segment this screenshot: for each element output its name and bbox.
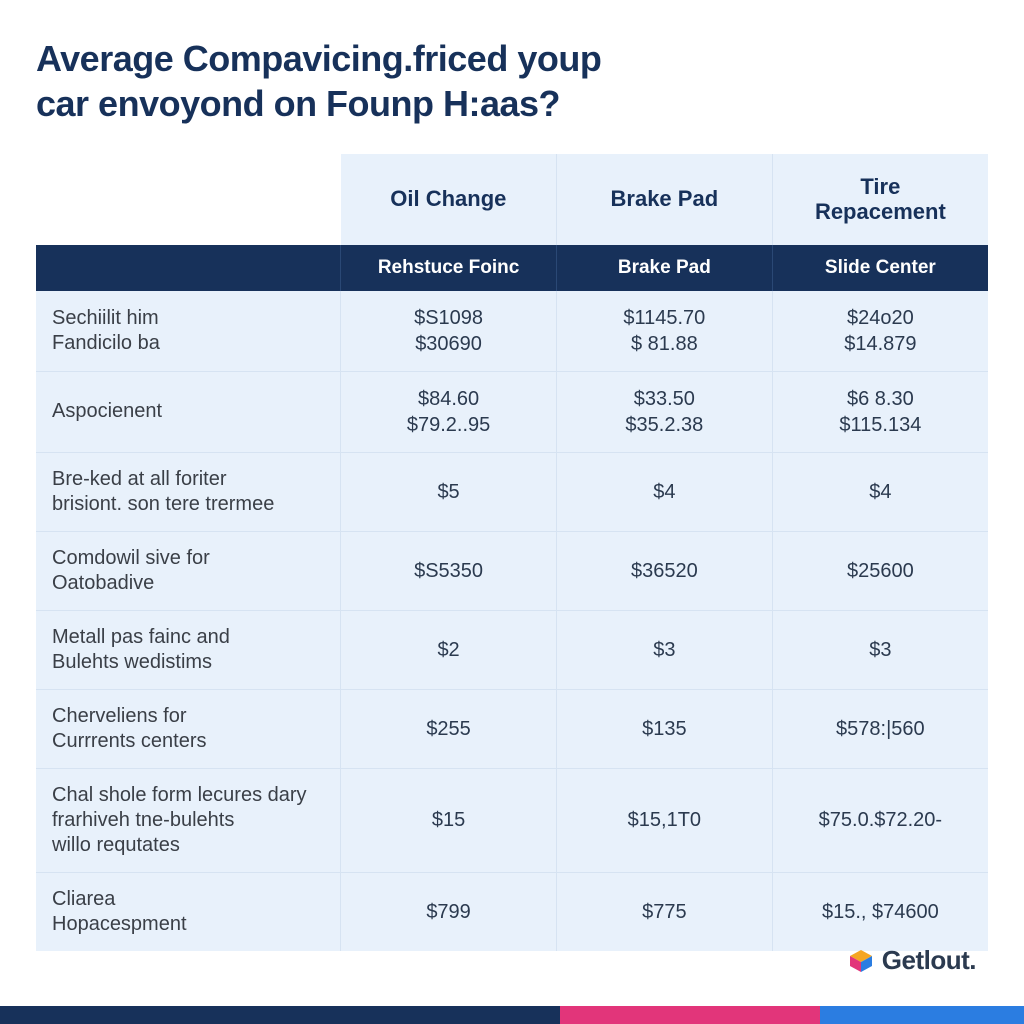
row-value: $2	[341, 610, 557, 689]
row-value: $84.60 $79.2..95	[341, 371, 557, 452]
brand-logo: Getlout.	[848, 945, 976, 976]
row-value: $25600	[772, 531, 988, 610]
logo-cube-icon	[848, 948, 874, 974]
sub-header-row: Rehstuce Foinc Brake Pad Slide Center	[36, 245, 988, 291]
row-value: $1145.70 $ 81.88	[556, 291, 772, 372]
page-title: Average Compavicing.friced youpcar envoy…	[36, 36, 988, 126]
row-value: $799	[341, 872, 557, 951]
row-value: $5	[341, 452, 557, 531]
row-value: $255	[341, 689, 557, 768]
row-label: Cliarea Hopacespment	[36, 872, 341, 951]
row-label: Cherveliens for Currrents centers	[36, 689, 341, 768]
table-row: Aspocienent$84.60 $79.2..95$33.50 $35.2.…	[36, 371, 988, 452]
header-blank	[36, 154, 341, 245]
footer-bar-segment	[820, 1006, 1024, 1024]
row-label: Aspocienent	[36, 371, 341, 452]
table-row: Metall pas fainc and Bulehts wedistims$2…	[36, 610, 988, 689]
footer-bar-segment	[0, 1006, 560, 1024]
row-value: $4	[556, 452, 772, 531]
row-value: $36520	[556, 531, 772, 610]
row-value: $6 8.30 $115.134	[772, 371, 988, 452]
sub-header: Rehstuce Foinc	[341, 245, 557, 291]
row-value: $15	[341, 768, 557, 872]
table-row: Chal shole form lecures dary frarhiveh t…	[36, 768, 988, 872]
footer-color-bar	[0, 1006, 1024, 1024]
row-value: $S1098 $30690	[341, 291, 557, 372]
row-value: $33.50 $35.2.38	[556, 371, 772, 452]
sub-header: Slide Center	[772, 245, 988, 291]
row-label: Sechiilit him Fandicilo ba	[36, 291, 341, 372]
cat-header: Tire Repacement	[772, 154, 988, 245]
table-row: Bre-ked at all foriter brisiont. son ter…	[36, 452, 988, 531]
row-value: $3	[556, 610, 772, 689]
row-value: $15., $74600	[772, 872, 988, 951]
logo-text: Getlout.	[882, 945, 976, 976]
pricing-table: Oil Change Brake Pad Tire Repacement Reh…	[36, 154, 988, 951]
table-row: Cherveliens for Currrents centers$255$13…	[36, 689, 988, 768]
row-label: Chal shole form lecures dary frarhiveh t…	[36, 768, 341, 872]
table-row: Sechiilit him Fandicilo ba$S1098 $30690$…	[36, 291, 988, 372]
row-value: $4	[772, 452, 988, 531]
row-value: $135	[556, 689, 772, 768]
sub-header-blank	[36, 245, 341, 291]
sub-header: Brake Pad	[556, 245, 772, 291]
table-row: Comdowil sive for Oatobadive$S5350$36520…	[36, 531, 988, 610]
table-row: Cliarea Hopacespment$799$775$15., $74600	[36, 872, 988, 951]
row-value: $75.0.$72.20-	[772, 768, 988, 872]
row-label: Comdowil sive for Oatobadive	[36, 531, 341, 610]
row-value: $3	[772, 610, 988, 689]
row-value: $578:|560	[772, 689, 988, 768]
row-label: Metall pas fainc and Bulehts wedistims	[36, 610, 341, 689]
category-header-row: Oil Change Brake Pad Tire Repacement	[36, 154, 988, 245]
row-value: $775	[556, 872, 772, 951]
row-label: Bre-ked at all foriter brisiont. son ter…	[36, 452, 341, 531]
row-value: $S5350	[341, 531, 557, 610]
row-value: $15,1T0	[556, 768, 772, 872]
footer-bar-segment	[560, 1006, 820, 1024]
cat-header: Brake Pad	[556, 154, 772, 245]
row-value: $24o20 $14.879	[772, 291, 988, 372]
page: Average Compavicing.friced youpcar envoy…	[0, 0, 1024, 1024]
cat-header: Oil Change	[341, 154, 557, 245]
